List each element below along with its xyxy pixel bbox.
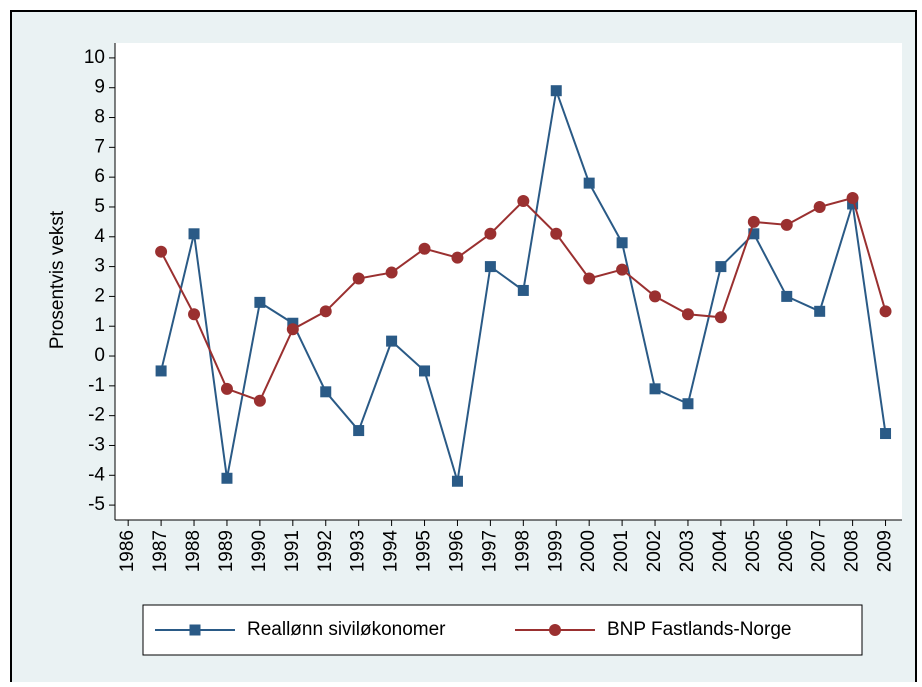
point: [649, 290, 662, 303]
point: [616, 237, 628, 249]
point: [286, 323, 299, 336]
x-tick-label: 1989: [216, 530, 237, 572]
legend-marker: [189, 624, 201, 636]
y-axis-label: Prosentvis vekst: [47, 210, 68, 349]
y-tick-label: 7: [94, 136, 105, 157]
x-tick-label: 1996: [446, 530, 467, 572]
y-tick-label: 2: [94, 285, 105, 306]
y-tick-label: 4: [94, 226, 105, 247]
point: [846, 192, 859, 205]
y-tick-label: 10: [84, 47, 105, 68]
y-tick-label: 3: [94, 256, 105, 277]
y-tick-label: -1: [88, 375, 105, 396]
x-tick-label: 1992: [315, 530, 336, 572]
legend-marker: [549, 624, 561, 636]
y-tick-label: 0: [94, 345, 105, 366]
point: [748, 228, 760, 240]
x-tick-label: 2007: [809, 530, 830, 572]
point: [221, 472, 233, 484]
x-tick-label: 1998: [512, 530, 533, 572]
x-tick-label: 2005: [743, 530, 764, 572]
y-tick-label: 5: [94, 196, 105, 217]
point: [517, 195, 530, 208]
point: [681, 308, 694, 321]
point: [155, 245, 168, 258]
x-tick-label: 1993: [348, 530, 369, 572]
x-tick-label: 1990: [249, 530, 270, 572]
point: [188, 228, 200, 240]
point: [649, 383, 661, 395]
x-tick-label: 2000: [578, 530, 599, 572]
point: [550, 85, 562, 97]
point: [714, 311, 727, 324]
point: [814, 305, 826, 317]
point: [385, 266, 398, 279]
x-tick-label: 1987: [150, 530, 171, 572]
point: [353, 425, 365, 437]
x-tick-label: 2009: [875, 530, 896, 572]
point: [188, 308, 201, 321]
x-tick-label: 2003: [677, 530, 698, 572]
point: [813, 200, 826, 213]
y-tick-label: -3: [88, 434, 105, 455]
point: [550, 227, 563, 240]
point: [682, 398, 694, 410]
point: [319, 305, 332, 318]
point: [155, 365, 167, 377]
point: [484, 227, 497, 240]
x-tick-label: 1997: [479, 530, 500, 572]
point: [583, 177, 595, 189]
y-tick-label: -2: [88, 405, 105, 426]
point: [583, 272, 596, 285]
point: [879, 305, 892, 318]
x-tick-label: 2008: [842, 530, 863, 572]
y-tick-label: 9: [94, 77, 105, 98]
y-tick-label: 6: [94, 166, 105, 187]
point: [880, 428, 892, 440]
legend-label: BNP Fastlands-Norge: [607, 619, 791, 640]
point: [386, 335, 398, 347]
y-tick-label: -4: [88, 464, 105, 485]
x-tick-label: 1995: [414, 530, 435, 572]
x-tick-label: 1986: [117, 530, 138, 572]
x-tick-label: 2006: [776, 530, 797, 572]
point: [781, 290, 793, 302]
point: [352, 272, 365, 285]
point: [419, 365, 431, 377]
point: [484, 261, 496, 273]
x-tick-label: 2002: [644, 530, 665, 572]
point: [254, 296, 266, 308]
point: [418, 242, 431, 255]
x-tick-label: 1999: [545, 530, 566, 572]
y-tick-label: -5: [88, 494, 105, 515]
point: [747, 215, 760, 228]
legend: [142, 604, 863, 656]
plot-area: [115, 43, 902, 520]
x-tick-label: 1994: [381, 530, 402, 573]
x-tick-label: 2001: [611, 530, 632, 572]
legend-label: Reallønn siviløkonomer: [247, 619, 446, 640]
x-tick-label: 2004: [710, 530, 731, 573]
x-tick-label: 1991: [282, 530, 303, 572]
point: [220, 382, 233, 395]
y-tick-label: 8: [94, 107, 105, 128]
point: [616, 263, 629, 276]
point: [780, 218, 793, 231]
y-tick-label: 1: [94, 315, 105, 336]
point: [517, 284, 529, 296]
point: [451, 251, 464, 264]
x-tick-label: 1988: [183, 530, 204, 572]
point: [451, 475, 463, 487]
point: [715, 261, 727, 273]
point: [320, 386, 332, 398]
point: [253, 394, 266, 407]
